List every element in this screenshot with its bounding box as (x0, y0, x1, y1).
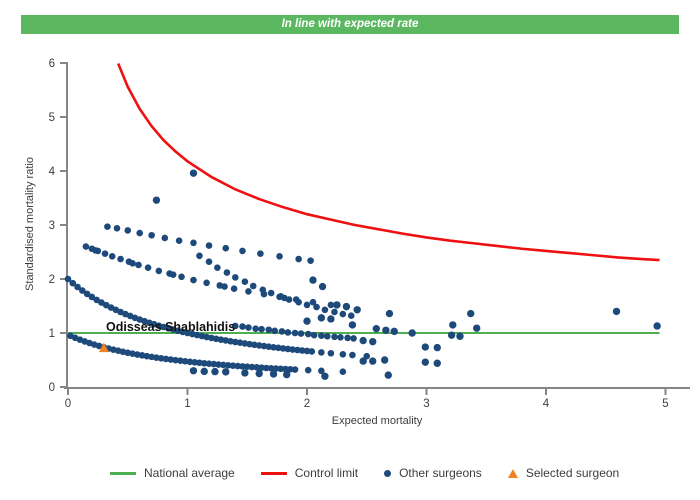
status-banner: In line with expected rate (21, 15, 679, 34)
y-axis-title: Standardised mortality ratio (24, 157, 36, 291)
y-tick-label: 0 (49, 382, 55, 394)
y-tick-label: 6 (49, 58, 55, 70)
x-tick-label: 2 (304, 398, 310, 410)
x-tick-label: 0 (65, 398, 71, 410)
legend-label: Selected surgeon (525, 466, 620, 480)
x-tick-label: 4 (543, 398, 550, 410)
legend-label: National average (144, 466, 235, 480)
control-limit-curve (116, 63, 660, 262)
legend-item-control-limit: Control limit (260, 466, 359, 480)
selected-surgeon-marker (98, 342, 109, 353)
legend-item-other-surgeons: Other surgeons (384, 466, 482, 480)
legend: National average Control limit Other sur… (110, 466, 619, 480)
y-tick-label: 1 (49, 328, 55, 340)
legend-item-national-average: National average (110, 466, 235, 480)
x-tick-label: 3 (423, 398, 429, 410)
legend-label: Other surgeons (399, 466, 482, 480)
y-tick-label: 4 (49, 166, 56, 178)
x-axis-title: Expected mortality (331, 415, 423, 427)
x-tick-label: 5 (662, 398, 668, 410)
national-average-line-icon (110, 471, 136, 475)
y-tick-label: 3 (49, 220, 55, 232)
control-limit-line-icon (260, 471, 287, 475)
funnel-plot: 0 1 2 3 4 5 6 0 1 2 3 4 5 (49, 58, 690, 410)
selected-surgeon-label: Odisseas Shablahidis (106, 320, 236, 334)
selected-surgeon-triangle-icon (507, 468, 518, 478)
other-surgeons-points (64, 169, 661, 380)
surgeon-dot-icon (384, 469, 392, 477)
x-tick-label: 1 (184, 398, 190, 410)
legend-item-selected-surgeon: Selected surgeon (507, 466, 620, 480)
y-tick-label: 5 (49, 112, 55, 124)
y-tick-label: 2 (49, 274, 55, 286)
legend-label: Control limit (294, 466, 359, 480)
